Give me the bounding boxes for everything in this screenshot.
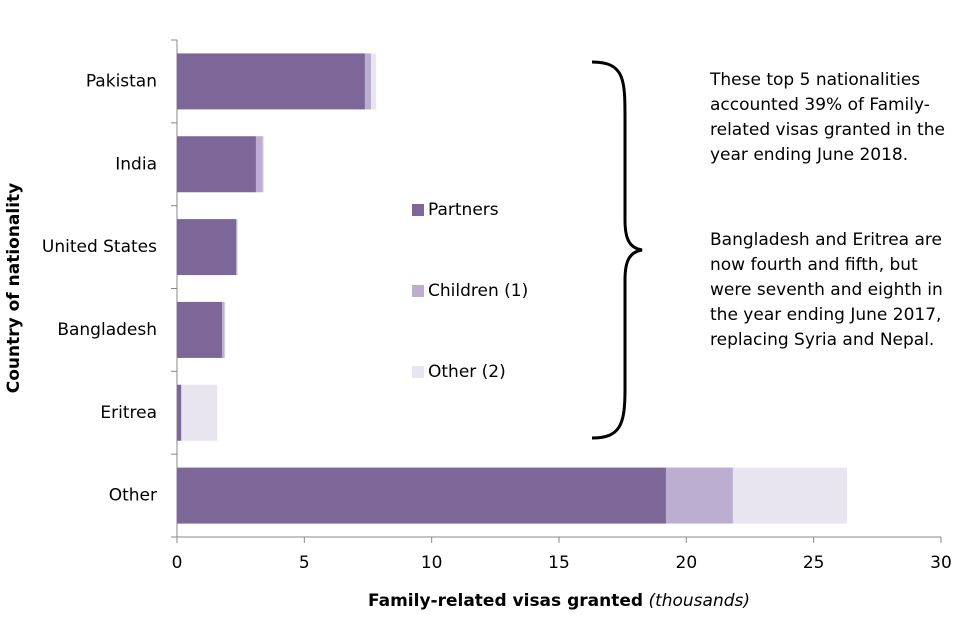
bar-segment (665, 467, 733, 524)
bar-segment (181, 384, 182, 441)
legend-label: Partners (428, 200, 499, 220)
x-tick-label: 5 (299, 553, 310, 573)
annotation-line: were seventh and eighth in (710, 280, 943, 300)
bar-segment (224, 301, 226, 358)
bar-segment (255, 136, 263, 193)
bar-segment (181, 384, 218, 441)
annotation-line: year ending June 2018. (710, 145, 908, 165)
y-tick-label: Eritrea (100, 403, 157, 423)
x-label-main: Family-related visas granted (368, 591, 643, 611)
x-axis-label: Family-related visas granted (thousands) (368, 591, 750, 611)
x-tick-label: 15 (548, 553, 570, 573)
bar-segment (177, 136, 256, 193)
bar-segment (371, 53, 377, 110)
bar-segment (732, 467, 848, 524)
legend-swatch (412, 285, 424, 297)
bar-segment (177, 301, 223, 358)
x-tick-label: 30 (930, 553, 952, 573)
bar-segment (222, 301, 225, 358)
annotation-line: Bangladesh and Eritrea are (710, 230, 942, 250)
y-axis-label: Country of nationality (4, 183, 24, 394)
legend-label: Children (1) (428, 281, 528, 301)
legend-swatch (412, 204, 424, 216)
x-tick-label: 20 (676, 553, 698, 573)
bar-segment (236, 219, 238, 276)
y-tick-label: United States (42, 237, 157, 257)
bar-segment (177, 53, 365, 110)
bar-segment (364, 53, 372, 110)
legend-label: Other (2) (428, 362, 506, 382)
annotation-line: now fourth and fifth, but (710, 255, 918, 275)
x-tick-label: 0 (172, 553, 183, 573)
annotation-line: related visas granted in the (710, 120, 945, 140)
bar-segment (177, 219, 237, 276)
x-tick-label: 25 (803, 553, 825, 573)
bar-segment (177, 384, 182, 441)
legend-swatch (412, 366, 424, 378)
y-tick-label: India (115, 154, 157, 174)
brace (591, 60, 643, 440)
bar-segment (237, 219, 238, 276)
bar-segment (177, 467, 666, 524)
bar-segment (262, 136, 265, 193)
annotation-line: These top 5 nationalities (709, 70, 920, 90)
annotation-line: accounted 39% of Family- (710, 95, 930, 115)
y-tick-label: Other (109, 486, 157, 506)
y-tick-label: Pakistan (86, 71, 157, 91)
y-tick-label: Bangladesh (57, 320, 157, 340)
annotation-line: the year ending June 2017, (710, 305, 941, 325)
x-tick-label: 10 (421, 553, 443, 573)
annotation-line: replacing Syria and Nepal. (710, 330, 934, 350)
x-label-unit: (thousands) (648, 591, 750, 611)
